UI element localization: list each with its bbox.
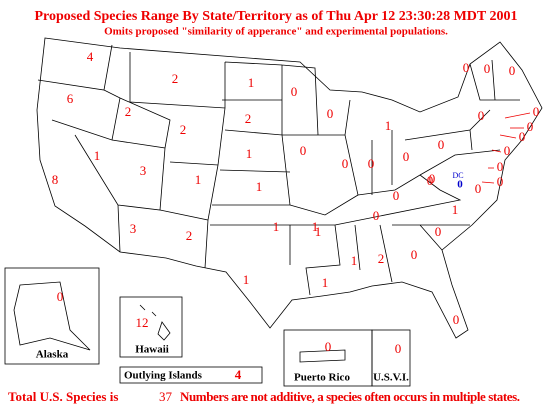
inset-value: 0 (395, 341, 402, 356)
state-value: 0 (411, 247, 418, 262)
title: Proposed Species Range By State/Territor… (34, 9, 517, 24)
inset-label: Puerto Rico (294, 372, 350, 384)
state-value: 1 (322, 275, 329, 290)
state-value: 1 (256, 179, 263, 194)
footer-total: 37 (159, 389, 173, 404)
state-value: 0 (497, 159, 504, 174)
leader-line (491, 149, 502, 153)
state-value: 0 (373, 208, 380, 223)
inset-boxes (4, 267, 411, 387)
state-value: 8 (52, 172, 59, 187)
state-value: 0 (300, 143, 307, 158)
footer-note: Numbers are not additive, a species ofte… (180, 389, 520, 404)
state-value: 2 (125, 104, 132, 119)
inset-label: Hawaii (135, 344, 169, 356)
state-value: 1 (452, 202, 459, 217)
state-value: 4 (87, 49, 94, 64)
inset-value: 12 (136, 315, 149, 330)
state-value: 6 (67, 91, 74, 106)
state-value: 3 (130, 221, 137, 236)
state-value: 2 (378, 251, 385, 266)
state-value: 3 (140, 163, 147, 178)
state-value: 1 (385, 118, 392, 133)
dc-label: DC (452, 171, 463, 180)
subtitle: Omits proposed "similarity of apperance"… (104, 26, 448, 38)
state-value: 1 (94, 148, 101, 163)
state-value: 0 (368, 156, 375, 171)
state-value: 0 (504, 143, 511, 158)
state-value: 0 (393, 188, 400, 203)
state-value: 1 (246, 146, 253, 161)
state-value: 0 (509, 63, 516, 78)
state-value: 0 (453, 312, 460, 327)
state-value: 0 (519, 129, 526, 144)
state-value: 0 (527, 119, 534, 134)
inset-label: U.S.V.I. (373, 372, 409, 384)
state-value: 1 (248, 75, 255, 90)
state-value: 0 (484, 61, 491, 76)
state-value: 0 (342, 156, 349, 171)
leader-line (499, 134, 517, 139)
state-value: 1 (195, 172, 202, 187)
state-value: 1 (273, 219, 280, 234)
state-value: 0 (478, 108, 485, 123)
state-value: 0 (435, 224, 442, 239)
state-value: 2 (180, 122, 187, 137)
state-value: 0 (429, 171, 436, 186)
inset-label: Outlying Islands (124, 370, 203, 382)
state-value: 0 (427, 173, 434, 188)
inset-value: 4 (235, 367, 242, 382)
inset-label: Alaska (36, 349, 69, 361)
inset-value: 0 (57, 289, 64, 304)
state-value: 1 (351, 253, 358, 268)
state-value: 0 (497, 174, 504, 189)
state-value: 2 (245, 111, 252, 126)
state-value: 0 (403, 149, 410, 164)
state-value: 0 (533, 104, 540, 119)
state-value: 2 (186, 228, 193, 243)
state-value: 1 (243, 272, 250, 287)
state-value: 0 (327, 106, 334, 121)
state-value: 1 (312, 219, 319, 234)
leader-line (481, 181, 495, 184)
state-value: 1 (315, 224, 322, 239)
state-value: 0 (291, 84, 298, 99)
dc-value: 0 (457, 179, 463, 191)
state-value: 0 (475, 181, 482, 196)
state-value: 0 (438, 137, 445, 152)
state-value: 0 (463, 60, 470, 75)
us-outline (36, 37, 543, 339)
leader-line (504, 112, 531, 119)
footer-text: Total U.S. Species is (8, 389, 118, 404)
state-value: 2 (172, 71, 179, 86)
inset-value: 0 (325, 339, 332, 354)
